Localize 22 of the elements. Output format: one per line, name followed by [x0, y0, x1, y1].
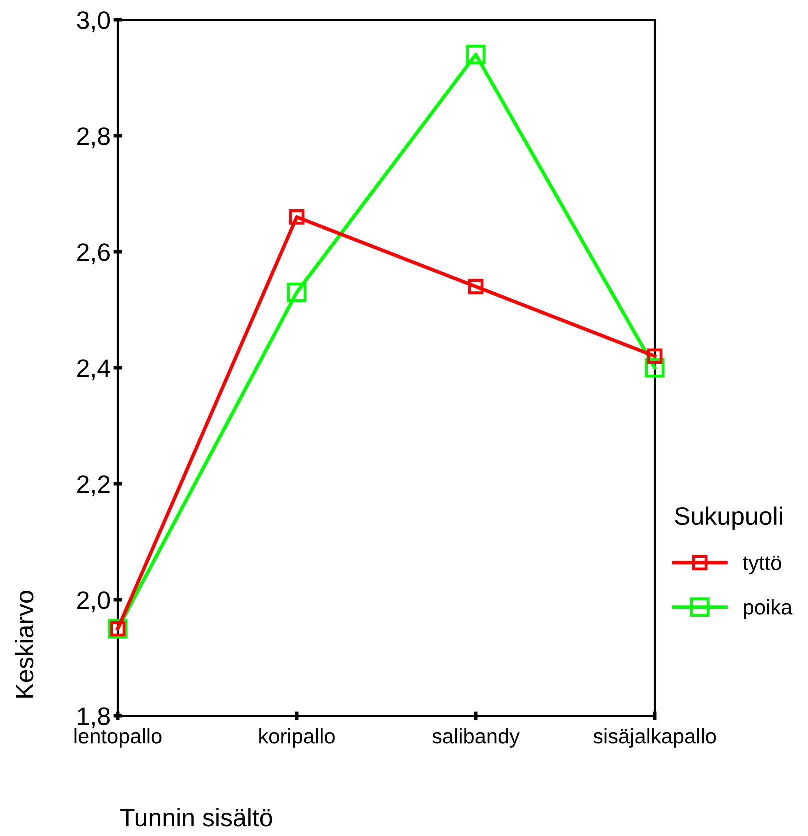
y-tick-label: 2,4	[78, 360, 110, 380]
y-tick-label: 2,6	[78, 244, 110, 264]
point	[647, 348, 663, 364]
y-tick-label: 2,2	[78, 476, 110, 496]
x-axis-title: Tunnin sisältö	[120, 808, 272, 827]
point	[466, 45, 486, 65]
x-tick-label: koripallo	[260, 728, 335, 748]
x-tick-label: salibandy	[432, 728, 520, 748]
x-tick-label: sisäjalkapallo	[594, 728, 716, 748]
point	[287, 282, 307, 302]
y-tick-label: 2,0	[78, 592, 110, 612]
point	[645, 358, 665, 378]
y-axis-title: Keskiarvo	[15, 591, 34, 698]
point	[289, 210, 305, 225]
legend-label: tyttö	[743, 556, 782, 575]
x-tick-label: lentopallo	[74, 728, 162, 748]
legend-label: poika	[744, 600, 793, 619]
y-tick-label: 3,0	[77, 12, 110, 32]
legend-title: Sukupuoli	[675, 506, 782, 530]
point	[468, 279, 484, 294]
y-tick-label: 1,8	[78, 708, 110, 728]
y-tick-label: 2,8	[78, 128, 110, 148]
